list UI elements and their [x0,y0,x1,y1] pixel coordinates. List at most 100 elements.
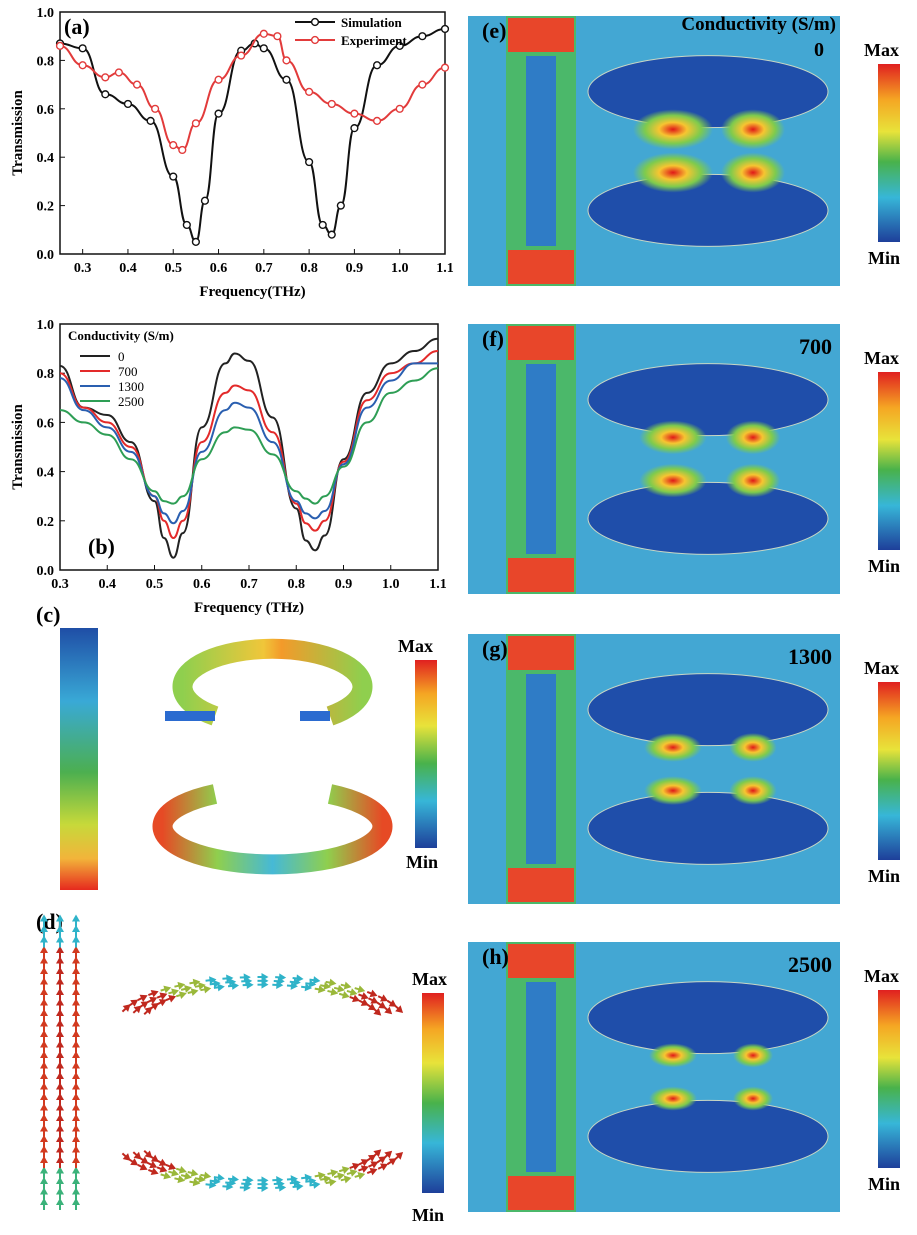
arrow-head [191,1169,200,1178]
x-tick-label: 1.1 [429,577,447,592]
data-point [79,45,86,52]
field-hotspot [639,421,706,455]
x-tick-label: 1.1 [436,261,454,276]
data-point [283,76,290,83]
current-arrow [56,988,64,1000]
data-point [328,101,335,108]
x-axis-label: Frequency(THz) [199,284,305,300]
current-arrow [72,1030,80,1042]
current-arrow [56,936,64,948]
current-arrow [56,1146,64,1158]
field-ring-top [588,56,828,128]
panel-d-current-arrows [40,915,406,1211]
legend-label: Simulation [341,15,402,30]
data-point [202,197,209,204]
arrow-head [140,992,150,1002]
current-arrow [40,1156,48,1168]
panel-label-f: (f) [482,326,504,351]
current-arrow [72,999,80,1011]
data-point [152,105,159,112]
x-tick-label: 0.3 [51,577,69,592]
data-point [179,147,186,154]
field-hotspot [644,733,702,762]
data-point [374,62,381,69]
current-arrow [72,1198,80,1210]
current-arrow [72,1188,80,1200]
panel-d-min-label: Min [412,1205,444,1225]
data-point [183,222,190,229]
current-arrow [40,1062,48,1074]
data-point [283,57,290,64]
legend-marker [312,37,319,44]
current-arrow [56,1009,64,1021]
arrow-head [329,1177,337,1186]
current-arrow [56,1198,64,1210]
current-arrow [56,1167,64,1179]
current-arrow [72,1177,80,1189]
current-arrow [72,1125,80,1137]
data-point [115,69,122,76]
colorbar-max-label: Max [864,348,899,368]
panel-c-top-ring [183,649,363,716]
data-point [260,30,267,37]
panel-c-max-label: Max [398,636,433,656]
panel-label-a: (a) [64,14,90,39]
field-hotspot [721,153,785,193]
arrow-head [357,985,366,995]
x-tick-label: 0.5 [164,261,182,276]
data-point [215,110,222,117]
current-arrow [72,1051,80,1063]
colorbar-min-label: Min [868,556,900,576]
field-bar-core [526,674,556,864]
field-ring-top [588,982,828,1054]
field-hotspot [729,733,776,762]
field-ring-bottom [588,174,828,246]
arrow-head [361,999,371,1009]
conductivity-value: 0 [814,39,824,61]
field-ring-bottom [588,482,828,554]
current-arrow [56,1135,64,1147]
data-point [215,76,222,83]
field-bar-core [526,982,556,1172]
y-axis-label: Transmission [10,90,26,176]
legend-label: 2500 [118,394,144,409]
data-point [374,118,381,125]
conductivity-header: Conductivity (S/m) [681,14,836,35]
field-hotspot [633,153,713,193]
current-arrow [40,936,48,948]
x-tick-label: 0.7 [255,261,273,276]
field-bar-bottom-hotspot [508,1176,574,1210]
y-tick-label: 0.8 [37,367,55,382]
colorbar-max-label: Max [864,40,899,60]
data-point [79,62,86,69]
field-bar-core [526,364,556,554]
current-arrow [56,946,64,958]
plot-frame [60,12,445,254]
panel-label-b: (b) [88,534,115,559]
panel-d-colorbar [422,993,444,1193]
current-arrow [56,1093,64,1105]
current-arrow [40,1167,48,1179]
x-tick-label: 0.8 [300,261,318,276]
legend-label: Experiment [341,33,407,48]
panel-c: (c) Max Min [0,600,460,890]
panel-c-svg: (c) Max Min [0,600,460,890]
data-point [337,202,344,209]
arrow-head [130,1158,140,1169]
current-arrow [40,988,48,1000]
current-arrow [72,1167,80,1179]
data-point [306,88,313,95]
arrow-head [204,984,212,993]
current-arrow [258,1176,269,1184]
y-tick-label: 0.4 [37,151,55,166]
data-point [170,142,177,149]
arrow-head [191,987,200,996]
current-arrow [56,1051,64,1063]
